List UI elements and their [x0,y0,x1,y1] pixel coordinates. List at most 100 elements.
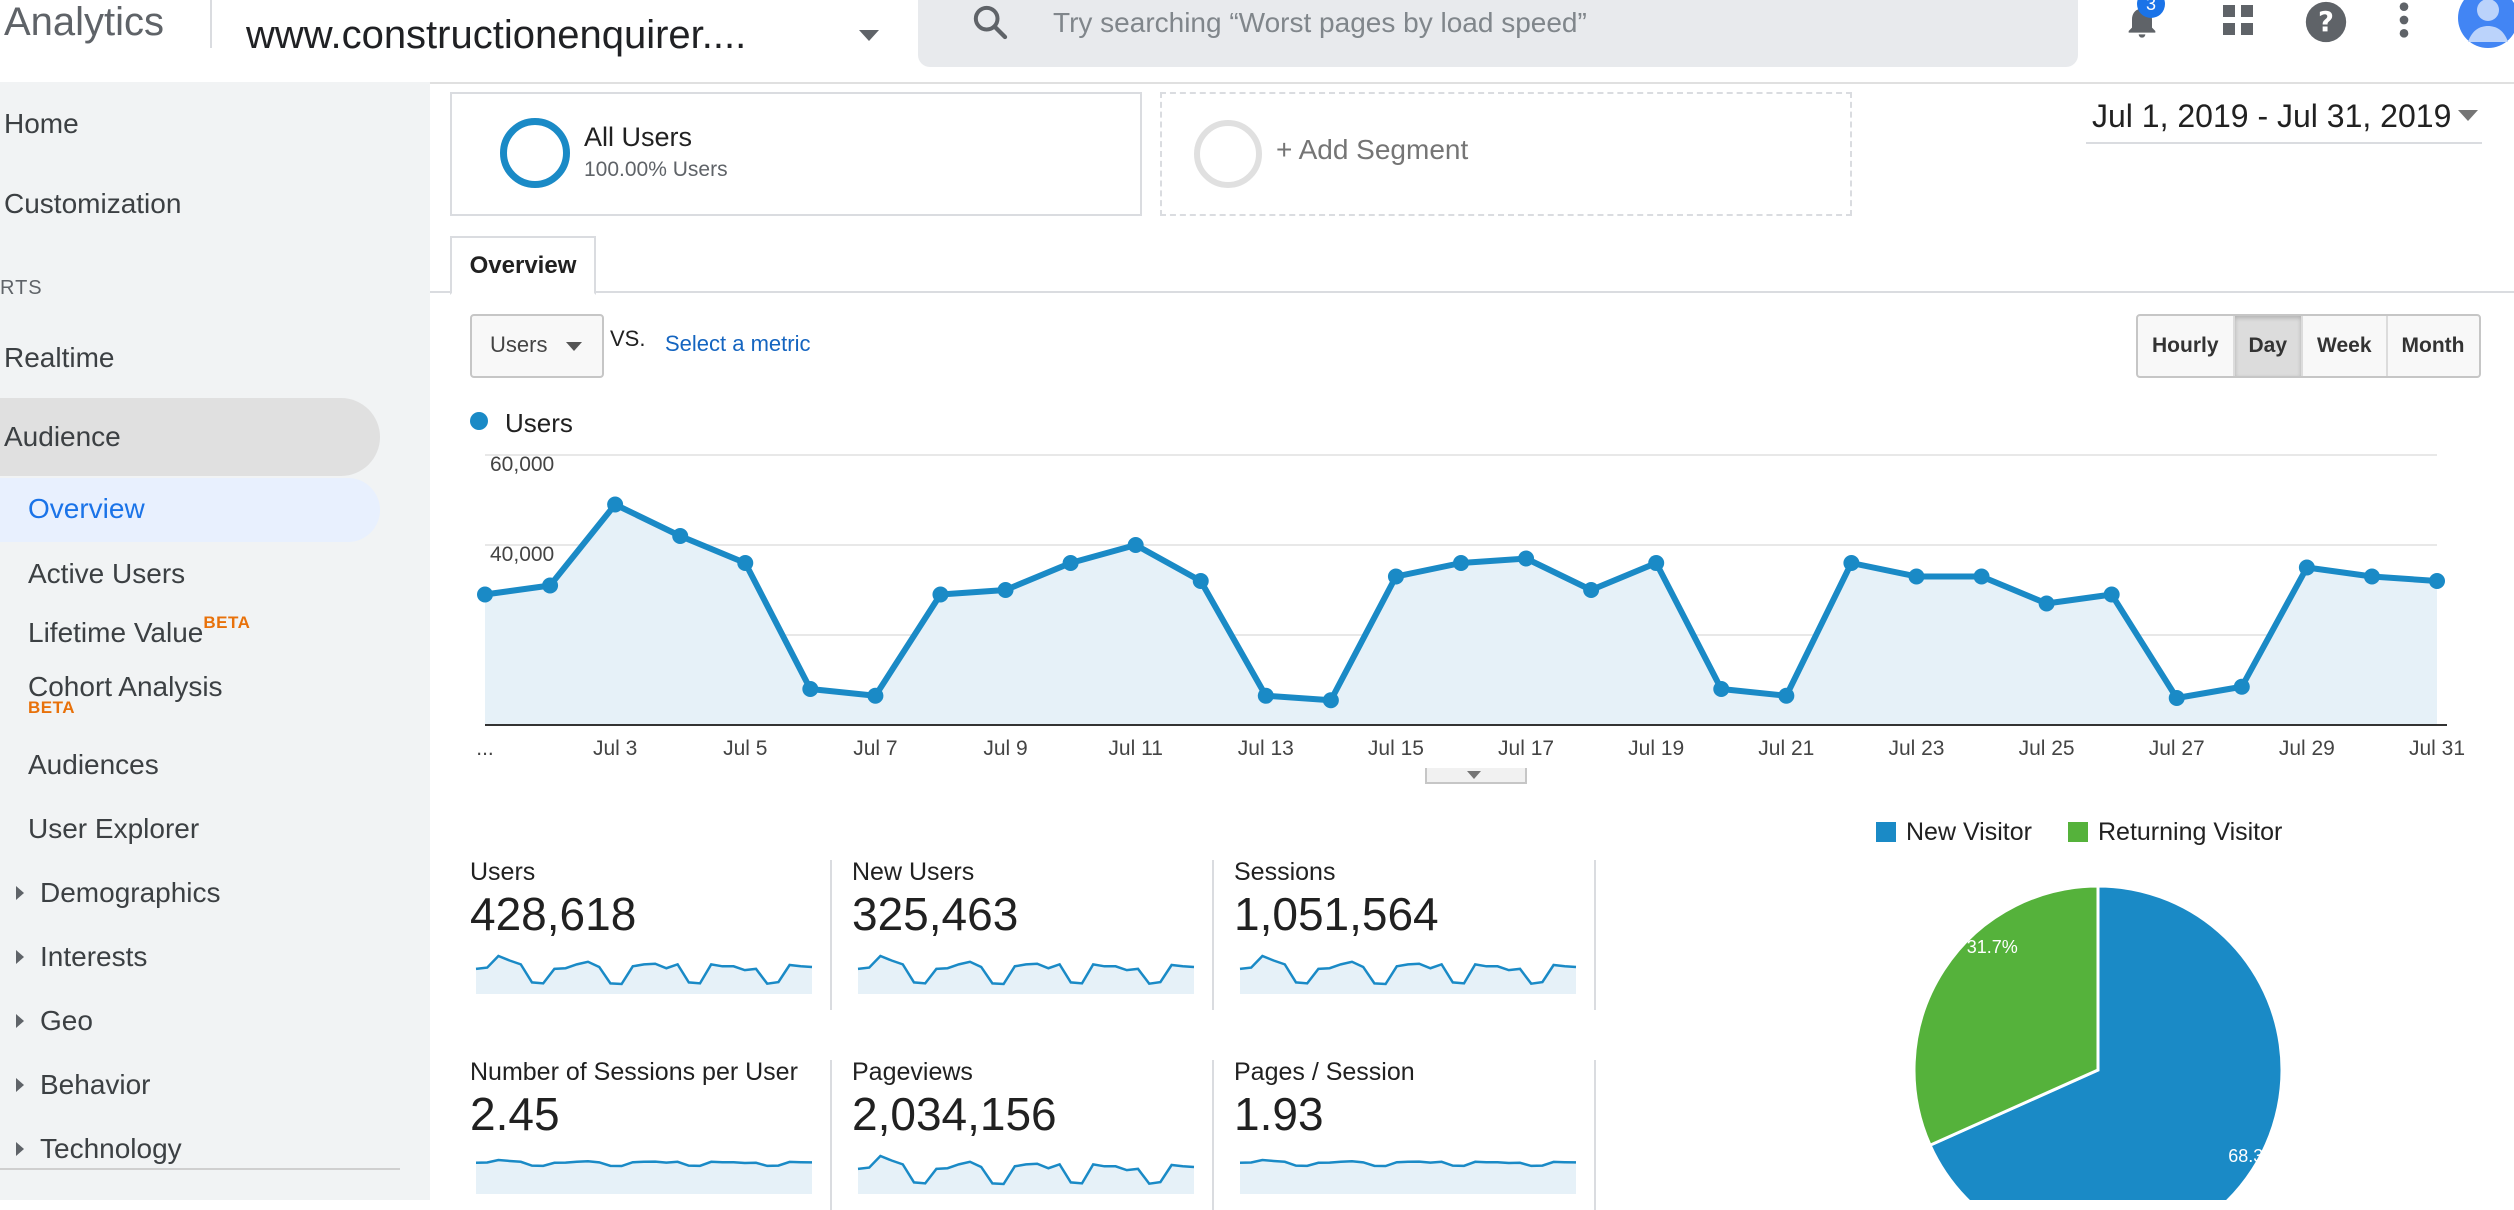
sidebar-item-technology[interactable]: Technology [40,1133,182,1164]
sidebar-item-behavior[interactable]: Behavior [40,1069,151,1100]
legend-new-visitor-swatch [1876,822,1896,842]
granularity-toggle: Hourly Day Week Month [2136,314,2481,378]
sidebar-item-audience[interactable]: Audience [0,398,380,476]
data-point[interactable] [1127,537,1144,553]
data-point[interactable] [1192,573,1209,589]
chevron-down-icon[interactable] [859,30,879,41]
data-point[interactable] [1713,681,1730,697]
account-icon[interactable] [2458,0,2514,54]
sidebar-item-lifetime-value[interactable]: Lifetime ValueBETA [28,613,250,650]
stat-sessions-per-user[interactable]: Number of Sessions per User 2.45 [470,1058,798,1141]
data-point[interactable] [2103,586,2120,603]
date-range-picker[interactable]: Jul 1, 2019 - Jul 31, 2019 [2092,98,2452,134]
pie-slice-returning-visitor[interactable] [1912,884,2100,1148]
data-point[interactable] [997,582,1014,598]
sidebar-item-realtime[interactable]: Realtime [4,342,115,373]
select-metric-link[interactable]: Select a metric [665,331,811,356]
tab-overview[interactable]: Overview [450,236,596,295]
granularity-month-button[interactable]: Month [2401,334,2465,357]
data-point[interactable] [1518,550,1535,567]
data-point[interactable] [542,577,559,594]
search-bar[interactable] [918,0,2078,67]
divider [1594,860,1596,1010]
stat-sessions[interactable]: Sessions 1,051,564 [1234,858,1439,941]
granularity-week-button[interactable]: Week [2303,316,2388,376]
expand-caret-icon[interactable] [16,886,24,900]
help-icon[interactable]: ? [2304,0,2348,44]
pie-slice-new-visitor[interactable] [1928,884,2284,1200]
data-point[interactable] [1908,568,1925,585]
sidebar-item-interests[interactable]: Interests [40,941,148,972]
data-point[interactable] [1062,555,1079,571]
data-point[interactable] [1453,555,1469,571]
data-point[interactable] [802,681,819,697]
expand-caret-icon[interactable] [16,1142,24,1156]
data-point[interactable] [1778,687,1795,704]
chevron-down-icon[interactable] [2458,110,2478,121]
sidebar-item-home[interactable]: Home [4,108,79,139]
sparkline-fill [476,1160,812,1194]
pie-value-label: 31.7% [1967,937,2018,957]
data-point[interactable] [2168,690,2185,706]
segment-all-users[interactable]: All Users 100.00% Users [450,92,1142,216]
data-point[interactable] [1648,555,1665,571]
stat-pages-per-session[interactable]: Pages / Session 1.93 [1234,1058,1415,1141]
data-point[interactable] [1973,568,1990,585]
granularity-day-button[interactable]: Day [2234,316,2304,376]
sidebar-item-overview[interactable]: Overview [0,478,380,542]
data-point[interactable] [932,586,949,603]
expand-caret-icon[interactable] [16,950,24,964]
x-tick-label: Jul 13 [1238,737,1294,760]
data-point[interactable] [2363,568,2380,585]
data-point[interactable] [1843,555,1860,571]
sidebar-item-customization[interactable]: Customization [4,188,182,219]
sparkline-fill [858,1156,1194,1194]
granularity-hourly-button[interactable]: Hourly [2138,316,2235,376]
property-selector[interactable]: www.constructionenquirer.... [246,13,747,57]
data-point[interactable] [607,496,624,513]
data-point[interactable] [2233,678,2250,695]
data-point[interactable] [867,687,884,704]
sidebar-item-label: Overview [28,493,145,524]
sidebar-item-cohort-analysis[interactable]: Cohort Analysis BETA [28,670,223,718]
data-point[interactable] [477,586,493,603]
sparkline-line [857,954,1195,986]
sidebar-item-label: Cohort Analysis [28,671,223,702]
pie-value-label: 68.3% [2228,1146,2279,1166]
sidebar-item-audiences[interactable]: Audiences [28,749,159,780]
sidebar-item-geo[interactable]: Geo [40,1005,93,1036]
metric-selector[interactable]: Users [470,314,604,378]
data-point[interactable] [1257,687,1274,704]
stat-new-users[interactable]: New Users 325,463 [852,858,1018,941]
data-point[interactable] [737,555,754,571]
divider [830,860,832,1010]
add-segment-button[interactable]: + Add Segment [1160,92,1852,216]
stat-label: Pageviews [852,1058,973,1086]
search-icon[interactable] [970,2,1010,42]
sidebar-item-active-users[interactable]: Active Users [28,558,186,589]
expand-caret-icon[interactable] [16,1078,24,1092]
sidebar-item-user-explorer[interactable]: User Explorer [28,813,200,844]
more-vert-icon[interactable] [2392,0,2416,40]
chevron-down-icon [566,342,582,351]
stat-label: Sessions [1234,858,1336,886]
data-point[interactable] [2298,559,2315,576]
data-point[interactable] [1583,582,1600,598]
data-point[interactable] [1322,692,1339,709]
data-point[interactable] [1387,568,1404,585]
data-point[interactable] [2429,573,2445,589]
stat-value: 2,034,156 [852,1088,1057,1140]
sidebar-item-demographics[interactable]: Demographics [40,877,221,908]
stat-pageviews[interactable]: Pageviews 2,034,156 [852,1058,1057,1141]
data-point[interactable] [2038,595,2055,612]
stat-users[interactable]: Users 428,618 [470,858,636,941]
sparkline-fill [1240,1160,1576,1194]
visitor-pie-chart: 68.3% 31.7% [1912,884,2284,1200]
chart-resize-handle[interactable] [1425,768,1527,784]
legend-dot-icon [470,412,488,430]
data-point[interactable] [672,528,689,544]
expand-caret-icon[interactable] [16,1014,24,1028]
stat-label: New Users [852,858,975,886]
apps-grid-icon[interactable] [2220,2,2256,38]
search-input[interactable]: Try searching “Worst pages by load speed… [1053,7,1587,38]
